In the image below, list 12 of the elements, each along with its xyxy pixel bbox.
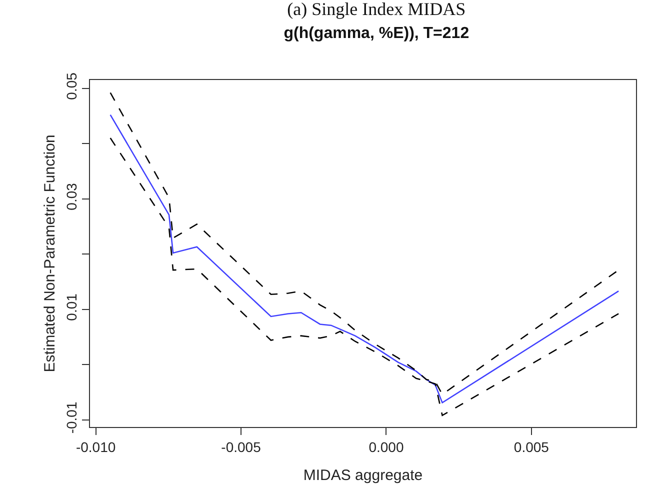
y-tick-label: 0.01 [63, 293, 80, 321]
y-axis-title: Estimated Non-Parametric Function [42, 134, 59, 372]
x-tick-label: 0.005 [514, 438, 550, 455]
x-axis-title: MIDAS aggregate [303, 466, 423, 484]
x-tick-label: -0.010 [76, 438, 116, 455]
chart-subtitle: g(h(gamma, %E)), T=212 [284, 25, 470, 42]
x-tick-label: -0.005 [221, 438, 262, 455]
chart-title: (a) Single Index MIDAS [287, 0, 466, 19]
y-tick-label: 0.03 [63, 182, 80, 210]
x-tick-label: 0.000 [368, 438, 404, 455]
y-tick-label: 0.05 [63, 72, 80, 100]
y-tick-label: -0.01 [63, 402, 80, 434]
